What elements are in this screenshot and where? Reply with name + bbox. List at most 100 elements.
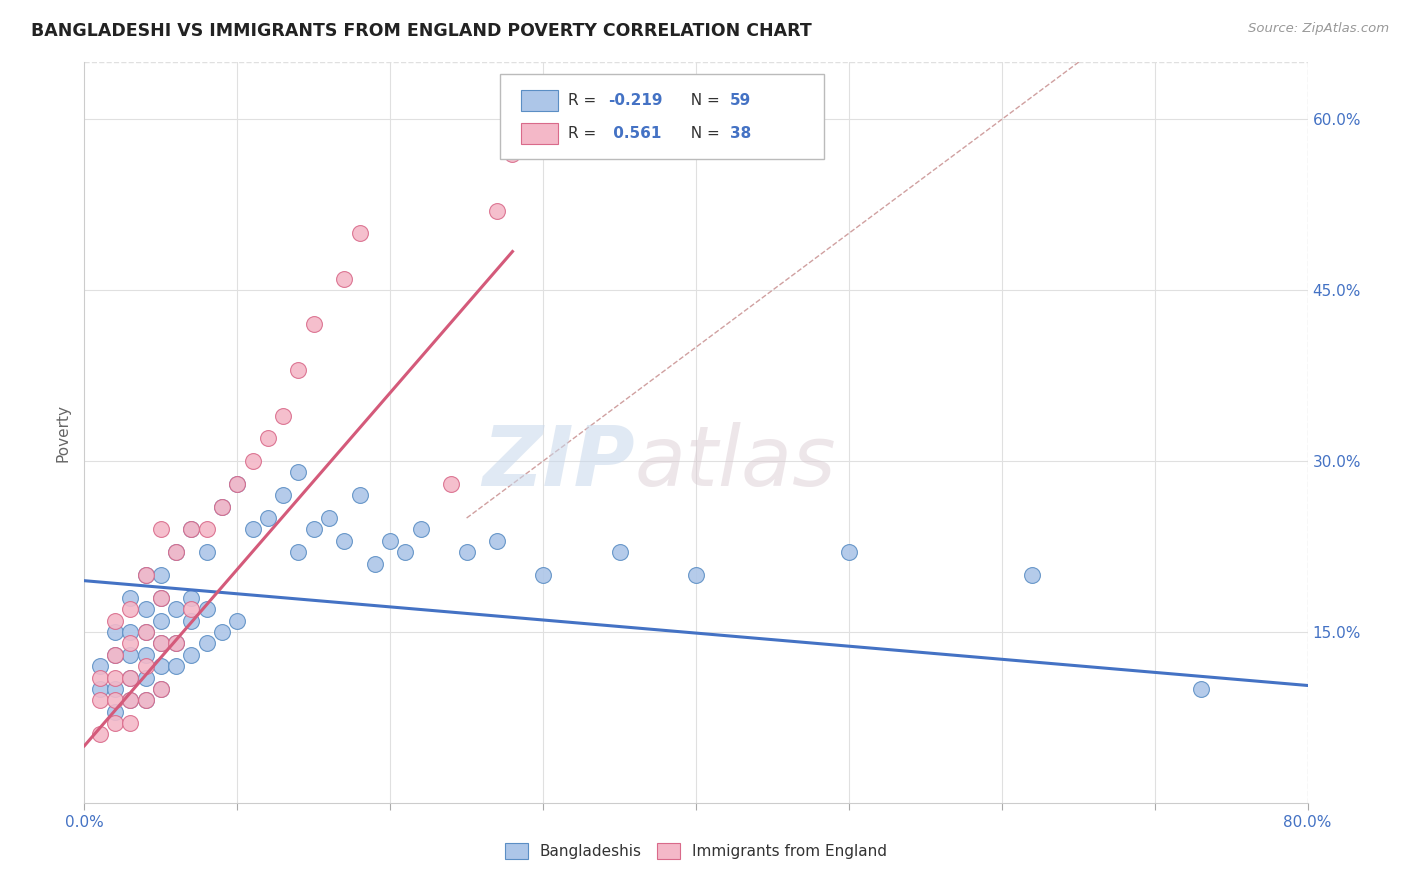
Point bbox=[364, 557, 387, 571]
Point bbox=[1021, 568, 1043, 582]
Point bbox=[104, 648, 127, 662]
Point bbox=[502, 146, 524, 161]
Text: R =: R = bbox=[568, 126, 600, 141]
Point bbox=[349, 488, 371, 502]
Point bbox=[333, 272, 356, 286]
Point bbox=[149, 681, 172, 696]
Point bbox=[287, 466, 309, 480]
Point bbox=[456, 545, 478, 559]
Point bbox=[135, 648, 157, 662]
Point bbox=[149, 568, 172, 582]
Point bbox=[135, 624, 157, 639]
Point bbox=[149, 591, 172, 605]
Point bbox=[531, 568, 554, 582]
Point bbox=[394, 545, 416, 559]
Point bbox=[135, 568, 157, 582]
Point bbox=[120, 648, 142, 662]
Point bbox=[149, 523, 172, 537]
Point bbox=[149, 681, 172, 696]
Point bbox=[149, 636, 172, 650]
Point bbox=[380, 533, 402, 548]
Text: N =: N = bbox=[682, 93, 725, 108]
Bar bbox=[522, 90, 558, 111]
Point bbox=[120, 716, 142, 731]
Point bbox=[242, 454, 264, 468]
Point bbox=[195, 523, 218, 537]
Point bbox=[104, 681, 127, 696]
Point bbox=[609, 545, 631, 559]
Point bbox=[104, 648, 127, 662]
Point bbox=[165, 545, 187, 559]
Bar bbox=[522, 123, 558, 144]
Text: 59: 59 bbox=[730, 93, 751, 108]
Point bbox=[211, 624, 233, 639]
Point bbox=[349, 227, 371, 241]
Point bbox=[271, 409, 294, 423]
Point bbox=[318, 511, 340, 525]
Point bbox=[89, 671, 111, 685]
Text: ZIP: ZIP bbox=[482, 422, 636, 503]
Point bbox=[135, 659, 157, 673]
Point bbox=[120, 624, 142, 639]
Point bbox=[149, 614, 172, 628]
Point bbox=[120, 671, 142, 685]
Point bbox=[135, 693, 157, 707]
Point bbox=[135, 568, 157, 582]
Point bbox=[195, 636, 218, 650]
Point bbox=[165, 659, 187, 673]
Point bbox=[180, 523, 202, 537]
Text: -0.219: -0.219 bbox=[607, 93, 662, 108]
Point bbox=[149, 591, 172, 605]
Point bbox=[165, 545, 187, 559]
Point bbox=[120, 671, 142, 685]
Point bbox=[226, 476, 249, 491]
Point bbox=[104, 624, 127, 639]
Point bbox=[120, 602, 142, 616]
Point bbox=[685, 568, 707, 582]
Point bbox=[257, 511, 280, 525]
Point bbox=[257, 431, 280, 445]
Point bbox=[838, 545, 860, 559]
Text: atlas: atlas bbox=[636, 422, 837, 503]
Point bbox=[302, 523, 325, 537]
Point bbox=[211, 500, 233, 514]
Point bbox=[195, 602, 218, 616]
Point bbox=[104, 716, 127, 731]
Point bbox=[120, 636, 142, 650]
Point bbox=[89, 681, 111, 696]
Point bbox=[120, 693, 142, 707]
Text: R =: R = bbox=[568, 93, 600, 108]
Point bbox=[226, 614, 249, 628]
Text: 0.561: 0.561 bbox=[607, 126, 661, 141]
Text: Source: ZipAtlas.com: Source: ZipAtlas.com bbox=[1249, 22, 1389, 36]
Point bbox=[104, 705, 127, 719]
Point bbox=[104, 614, 127, 628]
Point bbox=[287, 545, 309, 559]
Point bbox=[135, 693, 157, 707]
Point bbox=[104, 671, 127, 685]
Point bbox=[486, 203, 509, 218]
FancyBboxPatch shape bbox=[501, 73, 824, 159]
Point bbox=[180, 602, 202, 616]
Point bbox=[135, 624, 157, 639]
Point bbox=[271, 488, 294, 502]
Point bbox=[180, 648, 202, 662]
Point bbox=[89, 693, 111, 707]
Point bbox=[486, 533, 509, 548]
Point bbox=[211, 500, 233, 514]
Point bbox=[287, 363, 309, 377]
Point bbox=[180, 523, 202, 537]
Point bbox=[135, 671, 157, 685]
Point bbox=[226, 476, 249, 491]
Point bbox=[333, 533, 356, 548]
Point bbox=[195, 545, 218, 559]
Point bbox=[302, 318, 325, 332]
Point bbox=[149, 659, 172, 673]
Point bbox=[89, 659, 111, 673]
Point bbox=[120, 693, 142, 707]
Text: BANGLADESHI VS IMMIGRANTS FROM ENGLAND POVERTY CORRELATION CHART: BANGLADESHI VS IMMIGRANTS FROM ENGLAND P… bbox=[31, 22, 811, 40]
Point bbox=[165, 636, 187, 650]
Point bbox=[180, 591, 202, 605]
Point bbox=[89, 727, 111, 741]
Y-axis label: Poverty: Poverty bbox=[55, 403, 70, 462]
